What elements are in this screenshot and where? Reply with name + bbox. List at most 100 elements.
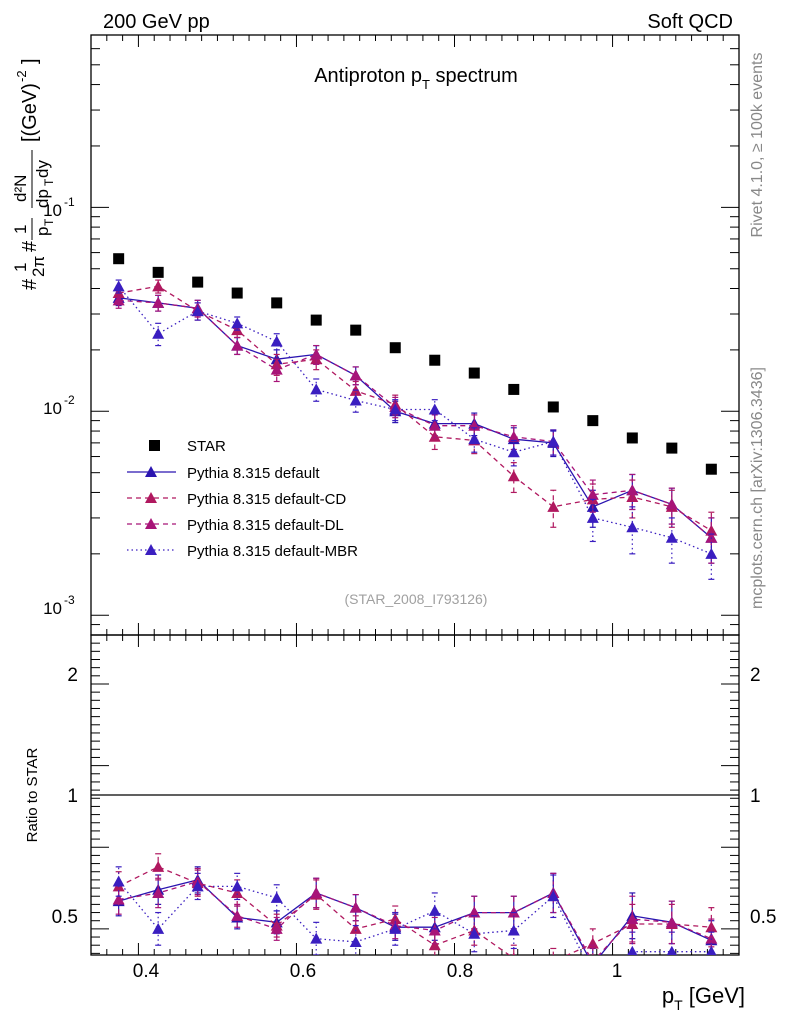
rivet-version-label: Rivet 4.1.0, ≥ 100k events xyxy=(749,53,766,238)
ratio-point-pythia-8-315-default-mbr xyxy=(507,924,520,936)
legend-label-default: Pythia 8.315 default xyxy=(187,465,320,482)
ytick-label-1e-1: 10 xyxy=(43,201,62,220)
ratio-point-pythia-8-315-default-mbr xyxy=(310,932,323,944)
ratio-point-pythia-8-315-default-mbr xyxy=(191,880,204,892)
main-point-pythia-8-315-default-mbr xyxy=(389,403,402,415)
main-point-pythia-8-315-default-cd xyxy=(507,470,520,482)
mcplots-label: mcplots.cern.ch [arXiv:1306.3436] xyxy=(749,367,766,609)
ratio-point-pythia-8-315-default-dl xyxy=(349,901,362,913)
main-point-pythia-8-315-default-mbr xyxy=(349,394,362,406)
main-point-pythia-8-315-default-dl xyxy=(586,488,599,500)
ratio-point-pythia-8-315-default-cd xyxy=(586,937,599,949)
legend-marker-default xyxy=(145,466,157,477)
main-point-star xyxy=(626,432,638,444)
main-point-star xyxy=(389,342,401,354)
ratio-point-pythia-8-315-default-mbr xyxy=(428,904,441,916)
ratio-point-pythia-8-315-default-mbr xyxy=(587,969,599,980)
main-point-star xyxy=(547,401,559,413)
x-axis-label: pT [GeV] xyxy=(662,983,745,1013)
main-point-star xyxy=(705,463,717,475)
ytick-label-1e-2: 10 xyxy=(43,399,62,418)
ratio-line-pythia-8-315-default-cd xyxy=(118,866,712,955)
ratio-point-pythia-8-315-default-cd xyxy=(152,860,165,872)
main-point-pythia-8-315-default-mbr xyxy=(705,547,718,559)
main-point-pythia-8-315-default-mbr xyxy=(586,511,599,523)
main-point-pythia-8-315-default-mbr xyxy=(428,403,441,415)
ratio-point-pythia-8-315-default-mbr xyxy=(547,890,560,902)
main-point-pythia-8-315-default-dl xyxy=(665,498,678,510)
header-right: Soft QCD xyxy=(647,11,733,33)
main-point-star xyxy=(192,276,204,288)
legend: STAR Pythia 8.315 default Pythia 8.315 d… xyxy=(127,438,358,560)
xtick-label-0.8: 0.8 xyxy=(447,961,473,982)
ratio-point-pythia-8-315-default-mbr xyxy=(270,891,283,903)
ratio-line-pythia-8-315-default xyxy=(118,879,712,955)
main-point-pythia-8-315-default-dl xyxy=(705,531,718,543)
main-point-pythia-8-315-default-mbr xyxy=(468,433,481,445)
ylabel-p: p xyxy=(33,227,52,236)
main-point-pythia-8-315-default-dl xyxy=(270,363,283,375)
ratio-point-pythia-8-315-default-cd xyxy=(231,886,244,898)
main-point-pythia-8-315-default-mbr xyxy=(112,280,125,292)
main-point-star xyxy=(350,324,362,336)
ylabel-hash: # xyxy=(19,278,41,290)
main-line-pythia-8-315-default-cd xyxy=(118,285,712,532)
main-point-pythia-8-315-default-mbr xyxy=(310,383,323,395)
ratio-line-pythia-8-315-default-dl xyxy=(118,880,712,955)
xtick-label-0.6: 0.6 xyxy=(290,961,316,982)
main-line-pythia-8-315-default-dl xyxy=(118,299,712,539)
main-point-star xyxy=(152,266,164,278)
ratio-point-pythia-8-315-default-cd xyxy=(349,922,362,934)
ratio-point-pythia-8-315-default-mbr xyxy=(627,945,638,955)
ylabel-units: [(GeV) xyxy=(19,83,41,142)
ratio-point-pythia-8-315-default-mbr xyxy=(231,880,244,892)
ytick-exp-1e-1: -1 xyxy=(64,195,75,209)
main-point-pythia-8-315-default-mbr xyxy=(507,446,520,458)
ylabel-tsub: T xyxy=(42,178,56,186)
main-y-tick-labels: 10 -1 10 -2 10 -3 xyxy=(43,195,75,618)
ratio-ytick-right-2: 2 xyxy=(750,665,761,686)
main-point-pythia-8-315-default-cd xyxy=(705,524,718,536)
ylabel-one: 1 xyxy=(11,263,30,272)
ratio-ytick-left-2: 2 xyxy=(67,665,78,686)
main-title: Antiproton pT spectrum xyxy=(314,65,518,92)
ratio-point-pythia-8-315-default-dl xyxy=(665,916,678,928)
ratio-point-pythia-8-315-default-mbr xyxy=(468,927,481,939)
ratio-ytick-left-1: 1 xyxy=(67,786,78,807)
main-point-pythia-8-315-default-dl xyxy=(626,484,639,496)
ratio-point-pythia-8-315-default-mbr xyxy=(112,875,125,887)
main-point-pythia-8-315-default-cd xyxy=(547,500,560,512)
ratio-line-pythia-8-315-default-mbr xyxy=(118,881,712,955)
main-point-pythia-8-315-default-mbr xyxy=(191,305,204,317)
legend-marker-star xyxy=(149,440,160,451)
ratio-axis-ticks xyxy=(90,634,739,955)
ylabel-exp: -2 xyxy=(14,70,29,82)
ratio-point-pythia-8-315-default-dl xyxy=(310,886,323,898)
header-left: 200 GeV pp xyxy=(103,11,210,33)
main-point-pythia-8-315-default-dl xyxy=(112,294,125,306)
ratio-point-pythia-8-315-default-dl xyxy=(626,913,639,925)
main-point-pythia-8-315-default-dl xyxy=(507,430,520,442)
legend-label-star: STAR xyxy=(187,438,226,455)
ratio-point-pythia-8-315-default-dl xyxy=(270,922,283,934)
xtick-label-1: 1 xyxy=(612,961,623,982)
ratio-point-pythia-8-315-default-dl xyxy=(587,956,599,967)
main-point-star xyxy=(508,383,520,395)
ratio-point-pythia-8-315-default-dl xyxy=(152,886,165,898)
ratio-point-pythia-8-315-default-dl xyxy=(231,909,244,921)
main-point-pythia-8-315-default-dl xyxy=(349,369,362,381)
ratio-y-axis-label: Ratio to STAR xyxy=(24,747,41,842)
ylabel-dpt: dp xyxy=(33,189,52,208)
ratio-point-pythia-8-315-default-mbr xyxy=(389,922,402,934)
legend-marker-mbr xyxy=(145,544,157,555)
ratio-point-pythia-8-315-default-dl xyxy=(112,893,125,905)
main-point-pythia-8-315-default-dl xyxy=(428,419,441,431)
ratio-point-pythia-8-315-default-dl xyxy=(705,932,718,944)
ytick-label-1e-3: 10 xyxy=(43,599,62,618)
main-point-pythia-8-315-default-mbr xyxy=(665,531,678,543)
ratio-point-pythia-8-315-default-mbr xyxy=(349,935,362,947)
ytick-exp-1e-3: -3 xyxy=(64,593,75,607)
main-point-pythia-8-315-default-cd xyxy=(152,280,165,292)
ylabel-t: T xyxy=(42,218,56,226)
